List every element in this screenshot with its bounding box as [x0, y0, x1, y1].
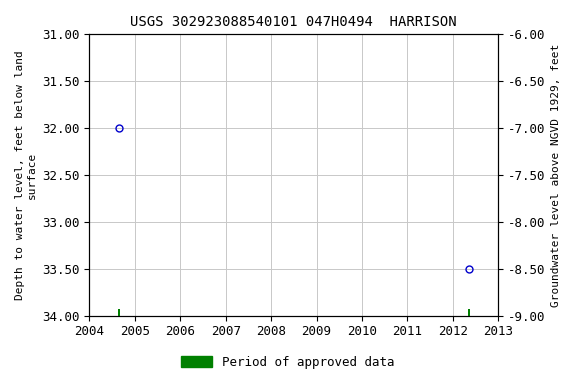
Y-axis label: Depth to water level, feet below land
surface: Depth to water level, feet below land su…: [15, 50, 37, 300]
Bar: [468, 309, 469, 316]
Y-axis label: Groundwater level above NGVD 1929, feet: Groundwater level above NGVD 1929, feet: [551, 43, 561, 306]
Legend: Period of approved data: Period of approved data: [176, 351, 400, 374]
Bar: [118, 309, 120, 316]
Title: USGS 302923088540101 047H0494  HARRISON: USGS 302923088540101 047H0494 HARRISON: [131, 15, 457, 29]
